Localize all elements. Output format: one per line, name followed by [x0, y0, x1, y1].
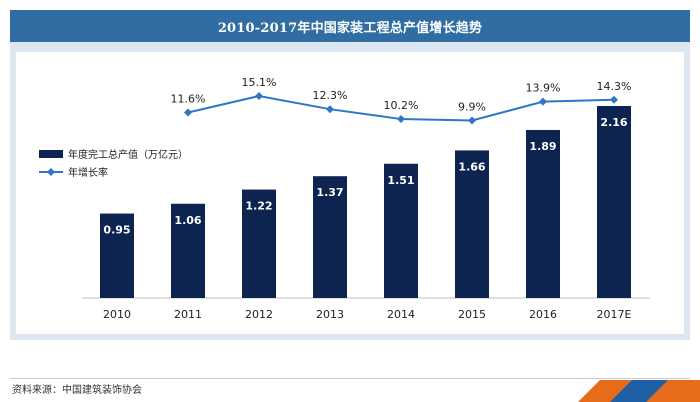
- bar-2011: [171, 203, 205, 298]
- growth-label: 13.9%: [526, 82, 561, 95]
- x-tick-label: 2011: [174, 308, 202, 321]
- bar-2013: [313, 176, 347, 298]
- bar-series: [100, 105, 631, 298]
- corner-decoration: [578, 380, 700, 402]
- growth-label: 12.3%: [313, 89, 348, 102]
- growth-point-2015: [468, 116, 476, 125]
- source-note: 资料来源：中国建筑装饰协会: [12, 385, 142, 396]
- bar-2014: [384, 163, 418, 298]
- bar-value-label: 2.16: [600, 116, 627, 129]
- growth-label: 9.9%: [458, 100, 486, 113]
- legend-label-bar: 年度完工总产值（万亿元）: [68, 148, 188, 161]
- bar-2012: [242, 189, 276, 298]
- bar-2015: [455, 150, 489, 298]
- growth-point-2014: [397, 115, 405, 124]
- chart-title: 2010-2017年中国家装工程总产值增长趋势: [217, 20, 483, 36]
- growth-label: 11.6%: [171, 92, 206, 105]
- x-tick-labels: 2010 2011 2012 2013 2014 2015 2016 2017E: [103, 308, 632, 321]
- x-tick-label: 2016: [529, 308, 557, 321]
- legend-swatch-marker: [47, 168, 55, 176]
- bar-2016: [526, 129, 560, 298]
- bar-value-label: 1.22: [245, 200, 272, 213]
- growth-point-2012: [255, 92, 263, 101]
- bar-value-label: 1.37: [316, 186, 343, 199]
- bar-value-labels: 0.95 1.06 1.22 1.37 1.51 1.66 1.89 2.16: [103, 116, 627, 237]
- footer-divider: [10, 378, 690, 379]
- growth-point-2011: [184, 108, 192, 117]
- legend: 年度完工总产值（万亿元） 年增长率: [39, 148, 188, 179]
- legend-swatch-bar: [39, 150, 63, 158]
- growth-rate-labels: 11.6% 15.1% 12.3% 10.2% 9.9% 13.9% 14.3%: [171, 76, 632, 113]
- growth-label: 10.2%: [384, 99, 419, 112]
- x-tick-label: 2014: [387, 308, 415, 321]
- bar-value-label: 0.95: [103, 224, 130, 237]
- chart-title-bar: 2010-2017年中国家装工程总产值增长趋势: [10, 10, 690, 42]
- growth-label: 14.3%: [597, 80, 632, 93]
- bar-2010: [100, 213, 134, 298]
- x-tick-label: 2015: [458, 308, 486, 321]
- growth-rate-points: [184, 92, 618, 125]
- bar-value-label: 1.06: [174, 214, 201, 227]
- corner-stripe-blue: [610, 380, 668, 402]
- bar-value-label: 1.89: [529, 140, 556, 153]
- x-tick-label: 2013: [316, 308, 344, 321]
- x-tick-label: 2017E: [597, 308, 632, 321]
- growth-point-2013: [326, 105, 334, 114]
- corner-stripe-orange-2: [662, 380, 700, 402]
- growth-label: 15.1%: [242, 76, 277, 89]
- growth-point-2017E: [610, 95, 618, 104]
- x-tick-label: 2010: [103, 308, 131, 321]
- bar-value-label: 1.51: [387, 174, 414, 187]
- x-tick-label: 2012: [245, 308, 273, 321]
- legend-label-line: 年增长率: [68, 166, 108, 179]
- growth-point-2016: [539, 97, 547, 106]
- bar-value-label: 1.66: [458, 160, 485, 173]
- bar-2017E: [597, 105, 631, 298]
